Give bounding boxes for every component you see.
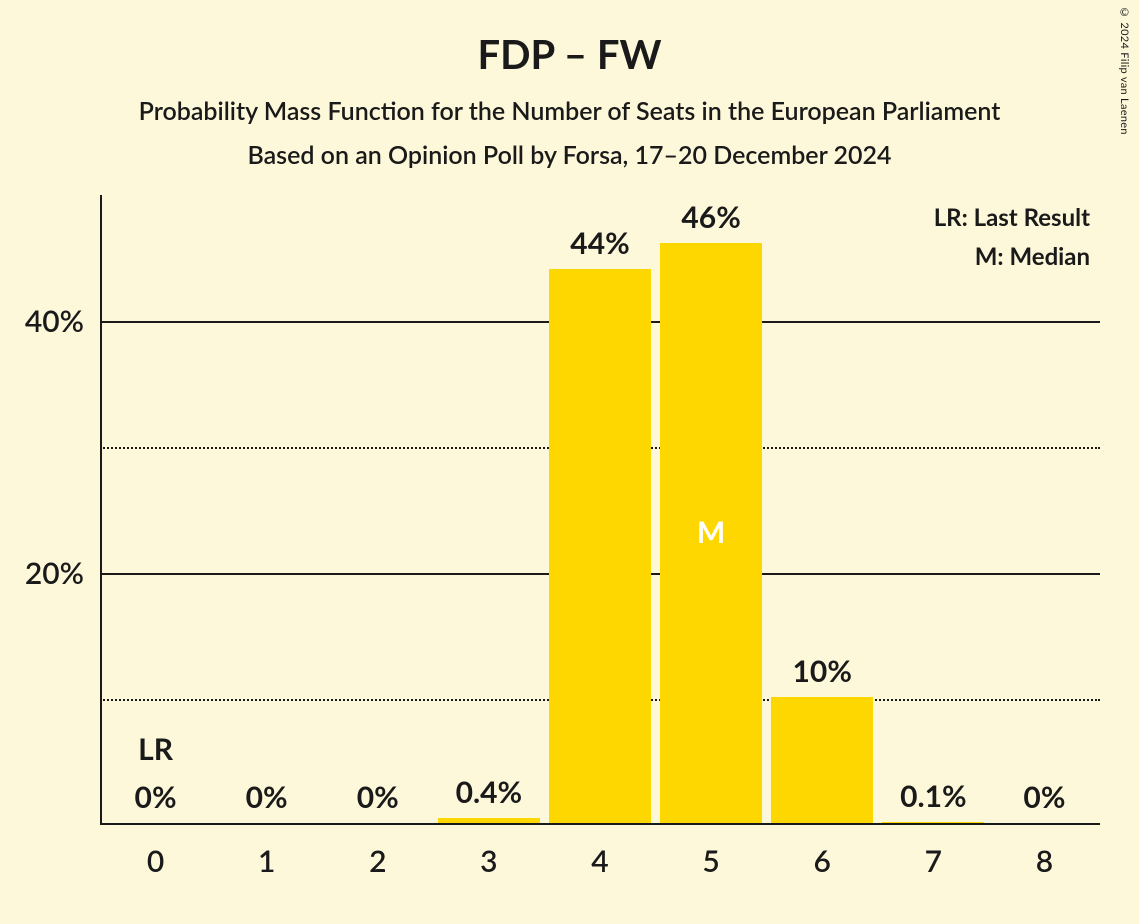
bar-value-label: 0.1% [878, 778, 989, 814]
bar-slot: 46%M5 [656, 195, 767, 825]
x-tick-label: 0 [100, 825, 211, 879]
x-tick-label: 3 [433, 825, 544, 879]
bar-value-label: 44% [544, 225, 655, 261]
bars-container: 0%LR00%10%20.4%344%446%M510%60.1%70%8 [100, 195, 1100, 825]
x-tick-label: 1 [211, 825, 322, 879]
bar-value-label: 46% [656, 199, 767, 235]
bar [549, 269, 651, 823]
chart-subtitle: Probability Mass Function for the Number… [0, 96, 1139, 126]
bar-value-label: 0% [322, 779, 433, 815]
x-tick-label: 4 [544, 825, 655, 879]
bar-slot: 0.4%3 [433, 195, 544, 825]
legend-m: M: Median [934, 242, 1090, 271]
bar-value-label: 0% [100, 779, 211, 815]
title-block: FDP – FW Probability Mass Function for t… [0, 0, 1139, 170]
bar-slot: 0%8 [989, 195, 1100, 825]
bar [882, 822, 984, 823]
bar-slot: 0.1%7 [878, 195, 989, 825]
chart-area: 20%40%0%LR00%10%20.4%344%446%M510%60.1%7… [100, 195, 1100, 825]
x-tick-label: 6 [767, 825, 878, 879]
chart-subtitle-2: Based on an Opinion Poll by Forsa, 17–20… [0, 140, 1139, 170]
chart-title: FDP – FW [0, 30, 1139, 78]
bar [438, 818, 540, 823]
chart-legend: LR: Last Result M: Median [934, 203, 1090, 281]
x-tick-label: 7 [878, 825, 989, 879]
bar-slot: 44%4 [544, 195, 655, 825]
bar-value-label: 10% [767, 653, 878, 689]
plot-region: 20%40%0%LR00%10%20.4%344%446%M510%60.1%7… [100, 195, 1100, 825]
bar-slot: 0%LR0 [100, 195, 211, 825]
x-tick-label: 2 [322, 825, 433, 879]
bar-value-label: 0% [989, 779, 1100, 815]
y-tick-label: 40% [25, 303, 100, 339]
bar-slot: 0%2 [322, 195, 433, 825]
copyright-label: © 2024 Filip van Laenen [1118, 6, 1131, 135]
x-tick-label: 5 [656, 825, 767, 879]
legend-lr: LR: Last Result [934, 203, 1090, 232]
median-marker: M [656, 514, 767, 550]
bar-slot: 10%6 [767, 195, 878, 825]
bar-slot: 0%1 [211, 195, 322, 825]
lr-marker: LR [100, 731, 211, 767]
x-tick-label: 8 [989, 825, 1100, 879]
bar-value-label: 0% [211, 779, 322, 815]
bar [771, 697, 873, 823]
y-tick-label: 20% [25, 555, 100, 591]
bar-value-label: 0.4% [433, 774, 544, 810]
